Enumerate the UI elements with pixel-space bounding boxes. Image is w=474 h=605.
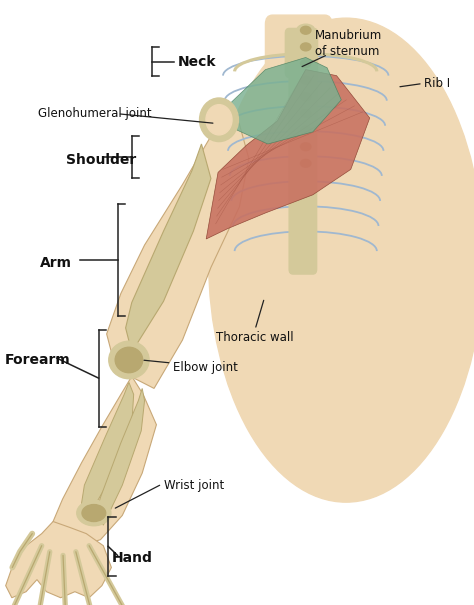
- Ellipse shape: [109, 341, 149, 379]
- Text: Neck: Neck: [178, 54, 216, 69]
- Text: Thoracic wall: Thoracic wall: [216, 331, 293, 344]
- Ellipse shape: [297, 74, 315, 86]
- Ellipse shape: [301, 26, 311, 34]
- Polygon shape: [96, 388, 145, 525]
- Ellipse shape: [297, 124, 315, 136]
- Ellipse shape: [82, 505, 106, 522]
- Polygon shape: [126, 144, 211, 352]
- Polygon shape: [82, 382, 134, 515]
- Polygon shape: [53, 376, 156, 546]
- Ellipse shape: [301, 76, 311, 84]
- Ellipse shape: [297, 91, 315, 103]
- Ellipse shape: [297, 41, 315, 53]
- FancyBboxPatch shape: [289, 47, 317, 274]
- FancyBboxPatch shape: [265, 15, 332, 112]
- Text: Hand: Hand: [111, 551, 152, 566]
- Polygon shape: [206, 70, 370, 239]
- Ellipse shape: [297, 24, 315, 36]
- Ellipse shape: [115, 347, 143, 373]
- Text: Forearm: Forearm: [5, 353, 71, 367]
- Polygon shape: [6, 522, 111, 598]
- Ellipse shape: [200, 98, 238, 142]
- Ellipse shape: [301, 43, 311, 51]
- Text: Glenohumeral joint: Glenohumeral joint: [38, 107, 152, 120]
- Ellipse shape: [209, 18, 474, 502]
- FancyBboxPatch shape: [285, 28, 318, 77]
- Text: Rib I: Rib I: [424, 77, 450, 90]
- Polygon shape: [107, 109, 249, 388]
- Ellipse shape: [297, 157, 315, 169]
- Ellipse shape: [206, 105, 232, 135]
- Polygon shape: [228, 57, 341, 144]
- Ellipse shape: [301, 143, 311, 151]
- Ellipse shape: [301, 93, 311, 101]
- Ellipse shape: [301, 110, 311, 117]
- Text: Arm: Arm: [40, 256, 73, 270]
- Text: Wrist joint: Wrist joint: [164, 479, 224, 492]
- Ellipse shape: [301, 126, 311, 134]
- Text: Manubrium
of sternum: Manubrium of sternum: [315, 29, 383, 58]
- Ellipse shape: [297, 108, 315, 120]
- Ellipse shape: [301, 60, 311, 68]
- Ellipse shape: [77, 500, 111, 526]
- Ellipse shape: [301, 160, 311, 168]
- Text: Shoulder: Shoulder: [66, 153, 137, 168]
- Text: Elbow joint: Elbow joint: [173, 361, 238, 374]
- Ellipse shape: [297, 57, 315, 70]
- Ellipse shape: [297, 141, 315, 153]
